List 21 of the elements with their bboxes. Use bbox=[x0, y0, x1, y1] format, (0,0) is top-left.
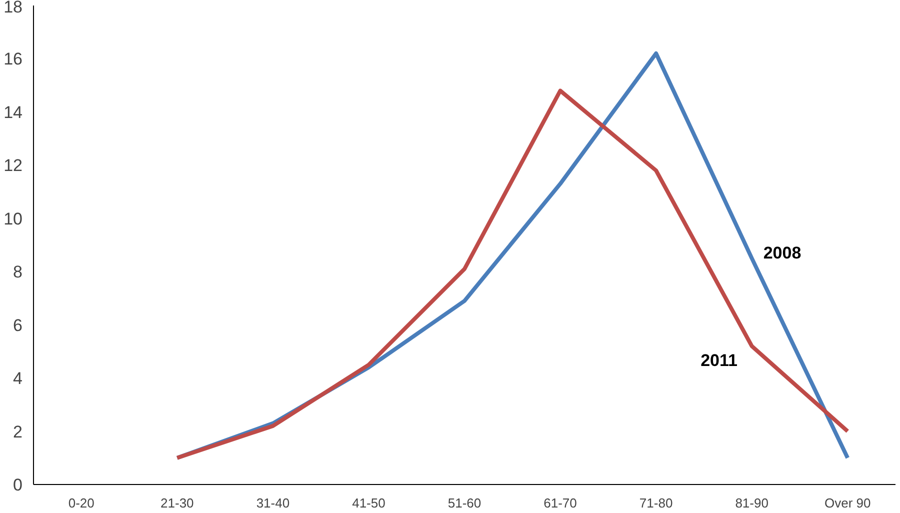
y-tick-label: 2 bbox=[13, 422, 23, 442]
y-tick-label: 14 bbox=[4, 102, 23, 122]
x-tick-label: 81-90 bbox=[735, 496, 768, 510]
series-label: 2008 bbox=[763, 243, 802, 262]
x-tick-label: 71-80 bbox=[639, 496, 673, 510]
x-tick-label: 0-20 bbox=[68, 496, 94, 510]
series-label: 2011 bbox=[700, 351, 738, 370]
y-tick-label: 18 bbox=[4, 0, 23, 16]
x-tick-label: Over 90 bbox=[824, 496, 871, 510]
y-tick-label: 16 bbox=[4, 50, 23, 69]
y-tick-label: 8 bbox=[13, 262, 23, 282]
y-tick-label: 6 bbox=[13, 316, 23, 335]
x-tick-label: 51-60 bbox=[448, 496, 482, 510]
x-tick-label: 21-30 bbox=[160, 496, 194, 510]
x-tick-label: 41-50 bbox=[352, 496, 386, 510]
x-tick-label: 31-40 bbox=[256, 496, 290, 510]
y-tick-label: 10 bbox=[4, 209, 23, 228]
x-tick-label: 61-70 bbox=[544, 496, 577, 510]
y-tick-label: 12 bbox=[4, 156, 23, 176]
y-tick-label: 4 bbox=[13, 369, 23, 388]
y-tick-label: 0 bbox=[13, 476, 23, 494]
